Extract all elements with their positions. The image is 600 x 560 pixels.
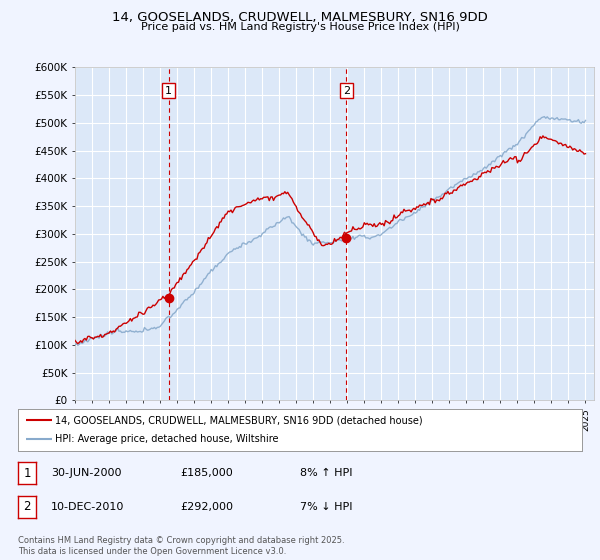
Text: £292,000: £292,000	[180, 502, 233, 512]
Text: 8% ↑ HPI: 8% ↑ HPI	[300, 468, 353, 478]
Text: Contains HM Land Registry data © Crown copyright and database right 2025.
This d: Contains HM Land Registry data © Crown c…	[18, 536, 344, 556]
Text: 1: 1	[165, 86, 172, 96]
Text: HPI: Average price, detached house, Wiltshire: HPI: Average price, detached house, Wilt…	[55, 435, 278, 445]
Text: 30-JUN-2000: 30-JUN-2000	[51, 468, 121, 478]
Text: 14, GOOSELANDS, CRUDWELL, MALMESBURY, SN16 9DD (detached house): 14, GOOSELANDS, CRUDWELL, MALMESBURY, SN…	[55, 415, 422, 425]
Text: 1: 1	[23, 466, 31, 480]
Text: 7% ↓ HPI: 7% ↓ HPI	[300, 502, 353, 512]
Text: £185,000: £185,000	[180, 468, 233, 478]
Text: 10-DEC-2010: 10-DEC-2010	[51, 502, 124, 512]
Text: 2: 2	[343, 86, 350, 96]
Text: Price paid vs. HM Land Registry's House Price Index (HPI): Price paid vs. HM Land Registry's House …	[140, 22, 460, 32]
Text: 2: 2	[23, 500, 31, 514]
Text: 14, GOOSELANDS, CRUDWELL, MALMESBURY, SN16 9DD: 14, GOOSELANDS, CRUDWELL, MALMESBURY, SN…	[112, 11, 488, 24]
